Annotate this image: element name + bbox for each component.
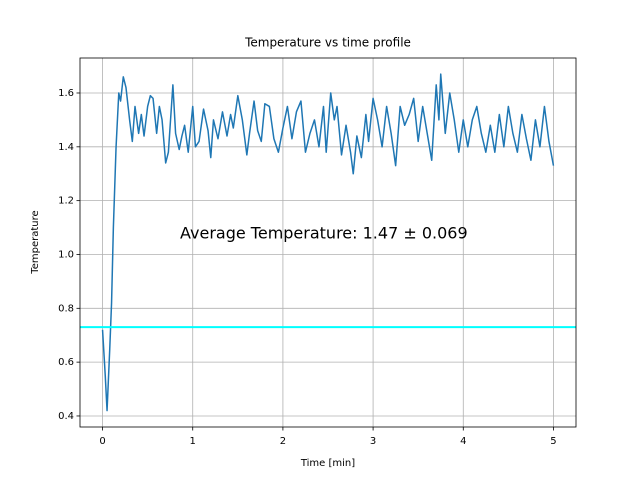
x-tick-label: 3 [370, 436, 376, 447]
y-tick-label: 1.0 [58, 249, 74, 260]
x-tick-label: 1 [190, 436, 196, 447]
chart-title: Temperature vs time profile [244, 36, 411, 50]
y-tick-label: 0.4 [58, 411, 74, 422]
y-tick-label: 1.2 [58, 196, 74, 207]
y-tick-label: 1.6 [58, 88, 74, 99]
y-axis-label: Temperature [30, 210, 41, 274]
data-line [101, 73, 555, 412]
x-tick-label: 2 [280, 436, 286, 447]
x-axis-label: Time [min] [300, 458, 355, 469]
x-tick-label: 0 [99, 436, 105, 447]
y-tick-label: 1.4 [58, 142, 74, 153]
annotation: Average Temperature: 1.47 ± 0.069 [180, 224, 468, 243]
y-tick-label: 0.6 [58, 357, 74, 368]
x-tick-label: 4 [460, 436, 466, 447]
y-tick-label: 0.8 [58, 303, 74, 314]
axes-frame [79, 57, 577, 428]
x-tick-label: 5 [550, 436, 556, 447]
